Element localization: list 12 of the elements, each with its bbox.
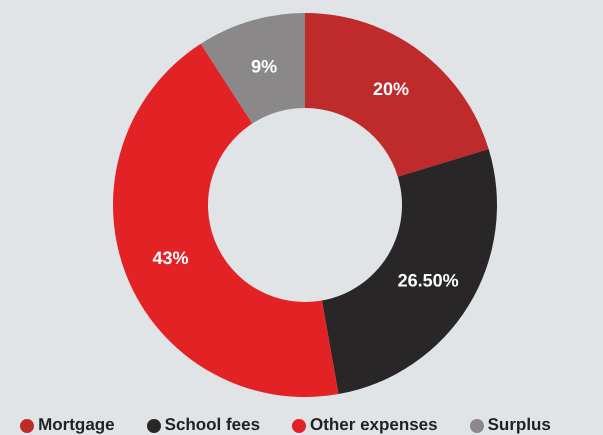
legend-label: Surplus (488, 415, 551, 434)
legend-label: Other expenses (310, 415, 438, 434)
legend-label: Mortgage (38, 415, 115, 434)
data-label: 26.50% (398, 270, 459, 291)
legend-label: School fees (164, 415, 260, 434)
donut-slice (113, 44, 339, 397)
data-label: 9% (251, 56, 278, 76)
data-label: 20% (373, 78, 410, 99)
donut-slice (200, 13, 305, 124)
donut-slice (322, 149, 497, 394)
data-label: 43% (152, 248, 189, 268)
donut-slice (305, 13, 489, 177)
